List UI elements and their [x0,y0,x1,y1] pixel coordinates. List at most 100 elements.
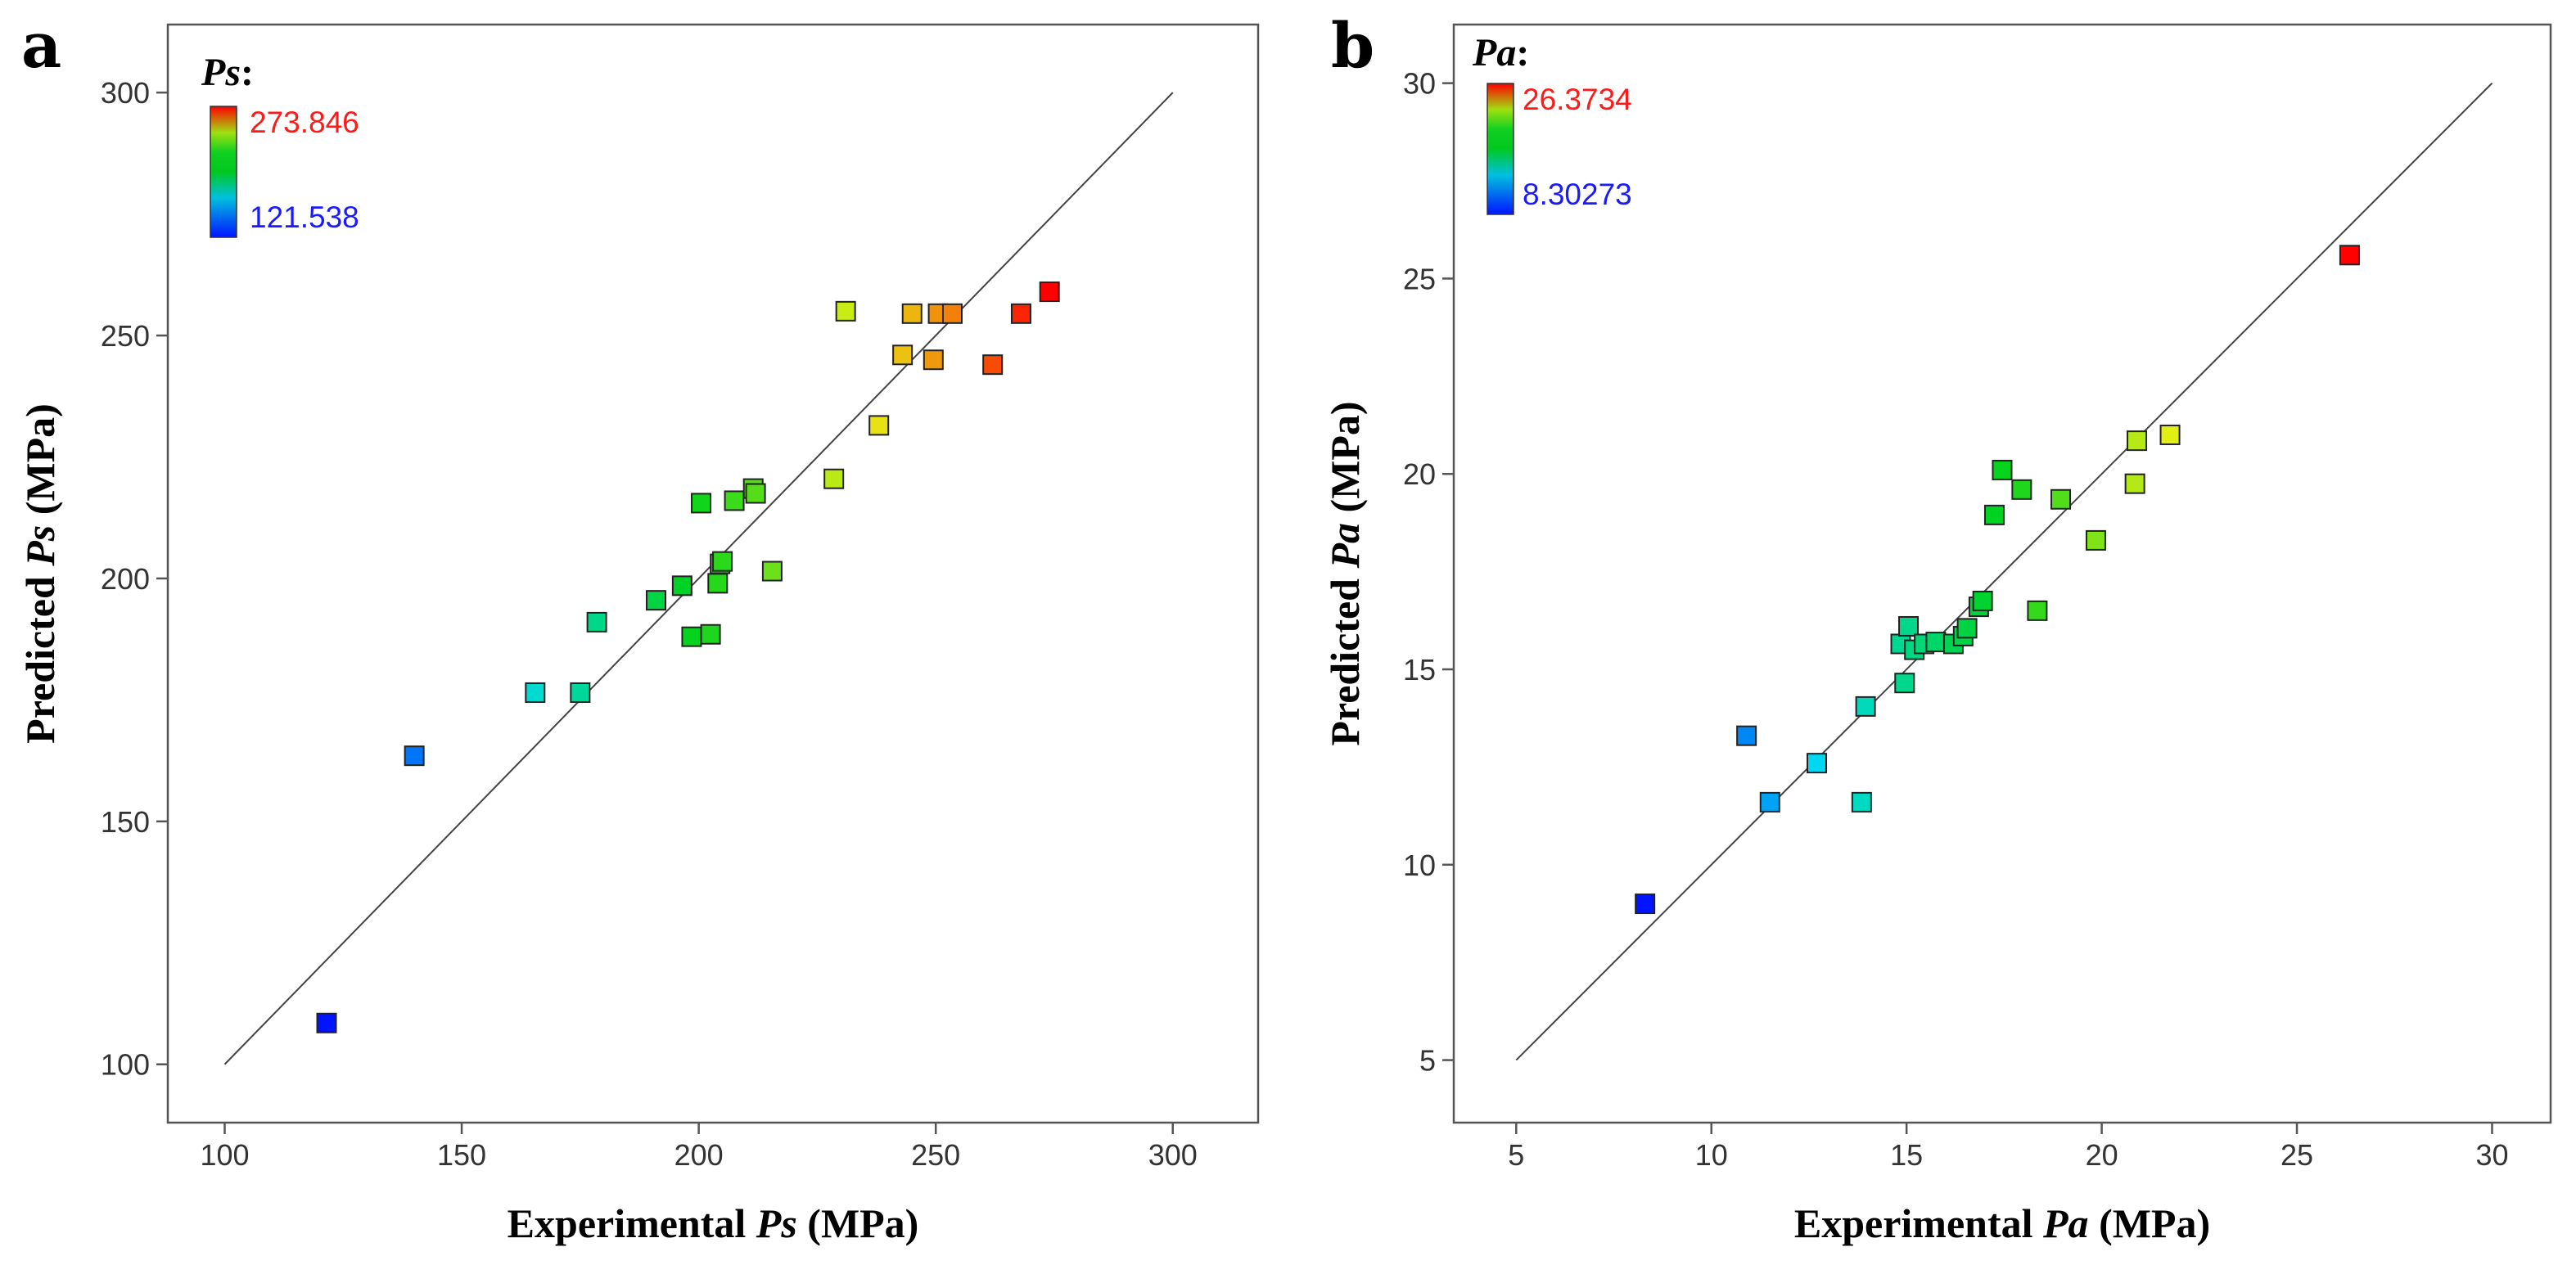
data-point [2127,430,2148,452]
data-point [316,1012,337,1033]
color-legend: Ps: 273.846 121.538 [201,51,359,238]
y-axis-title-prefix: Predicted [1322,569,1368,746]
data-point [1972,590,1993,611]
data-point [2339,245,2360,266]
legend-title: Ps: [201,51,254,94]
data-point [1039,281,1060,303]
plot-frame [1452,23,2552,1124]
x-tick-label: 5 [1508,1138,1524,1172]
data-point [868,415,890,436]
data-point [570,682,591,703]
data-point [1992,459,2013,480]
y-tick-label: 15 [1403,653,1436,687]
legend-title-colon: : [1516,31,1529,74]
x-axis-title-suffix: (MPa) [2089,1200,2211,1246]
reference-line [1515,82,2493,1061]
data-point [1635,894,1656,915]
x-tick-label: 25 [2281,1138,2313,1172]
data-point [2011,479,2032,500]
panel-letter: b [1331,9,1374,82]
data-point [1898,615,1920,637]
legend-color-bar [1487,83,1514,215]
y-axis-title-prefix: Predicted [17,566,63,744]
data-point [691,493,712,514]
legend-title-colon: : [241,51,254,94]
legend-min-label: 121.538 [250,200,359,234]
legend-min-label: 8.30273 [1523,178,1632,211]
x-axis-title-var: Ps [756,1200,797,1246]
data-point [1851,791,1872,813]
legend-color-bar [210,106,237,238]
y-axis-title-var: Ps [17,525,63,567]
reference-line [223,92,1174,1065]
data-point [1983,504,2005,525]
x-tick-label: 15 [1890,1138,1923,1172]
panel-letter: a [21,9,61,82]
data-point [646,590,667,611]
x-axis-title: Experimental Ps (MPa) [508,1200,919,1246]
data-point [1736,725,1757,746]
data-point [2050,488,2072,510]
data-point [835,300,856,322]
x-tick-label: 100 [200,1138,249,1172]
data-point [923,349,944,371]
x-axis-title-var: Pa [2042,1200,2089,1246]
data-point [2085,529,2106,551]
y-tick-label: 5 [1419,1044,1436,1078]
y-tick-label: 30 [1403,67,1436,101]
data-point [982,354,1004,376]
data-point [525,682,546,703]
data-point [712,551,733,572]
data-point [1894,673,1915,694]
data-point [1925,632,1947,653]
data-point [761,560,783,582]
data-point [671,575,692,596]
y-tick-label: 100 [101,1048,150,1082]
y-tick-label: 300 [101,76,150,110]
data-point [1010,303,1031,324]
data-point [404,745,425,767]
x-tick-label: 10 [1695,1138,1728,1172]
data-point [700,623,721,645]
y-tick-label: 10 [1403,849,1436,882]
legend-title: Pa: [1472,31,1529,74]
x-axis-title: Experimental Pa (MPa) [1794,1200,2210,1246]
data-point [941,303,963,324]
x-axis-title-prefix: Experimental [1794,1200,2043,1246]
chart-panel-b: b 5 10 15 20 25 30 5 10 15 20 25 30 Experimental Pa (… [1322,9,2552,1246]
x-tick-label: 250 [911,1138,960,1172]
data-point [1956,618,1978,639]
data-point [724,490,745,511]
color-legend: Pa: 26.3734 8.30273 [1472,31,1632,215]
x-tick-label: 20 [2086,1138,2118,1172]
legend-max-label: 26.3734 [1523,83,1632,116]
data-point [2124,473,2145,494]
data-point [823,468,845,489]
y-tick-label: 250 [101,319,150,353]
data-point [901,303,923,324]
data-point [707,573,729,594]
y-axis-title: Predicted Ps (MPa) [17,403,63,744]
y-tick-label: 150 [101,805,150,839]
plot-frame [166,23,1260,1124]
legend-max-label: 273.846 [250,106,359,139]
data-point [2159,424,2181,445]
x-axis-title-suffix: (MPa) [797,1200,919,1246]
x-tick-label: 300 [1148,1138,1198,1172]
x-tick-label: 200 [674,1138,724,1172]
data-point [892,344,914,366]
y-tick-label: 20 [1403,457,1436,491]
x-tick-label: 150 [437,1138,486,1172]
y-axis-title-suffix: (MPa) [17,403,63,525]
data-point [1855,696,1876,717]
y-axis-title: Predicted Pa (MPa) [1322,401,1368,745]
y-axis-title-var: Pa [1322,523,1368,569]
data-point [1806,753,1827,774]
data-point [2027,600,2048,621]
x-tick-label: 30 [2475,1138,2508,1172]
y-tick-label: 25 [1403,262,1436,295]
data-point [681,626,702,647]
data-point [745,483,766,504]
legend-title-var: Pa [1472,31,1516,74]
